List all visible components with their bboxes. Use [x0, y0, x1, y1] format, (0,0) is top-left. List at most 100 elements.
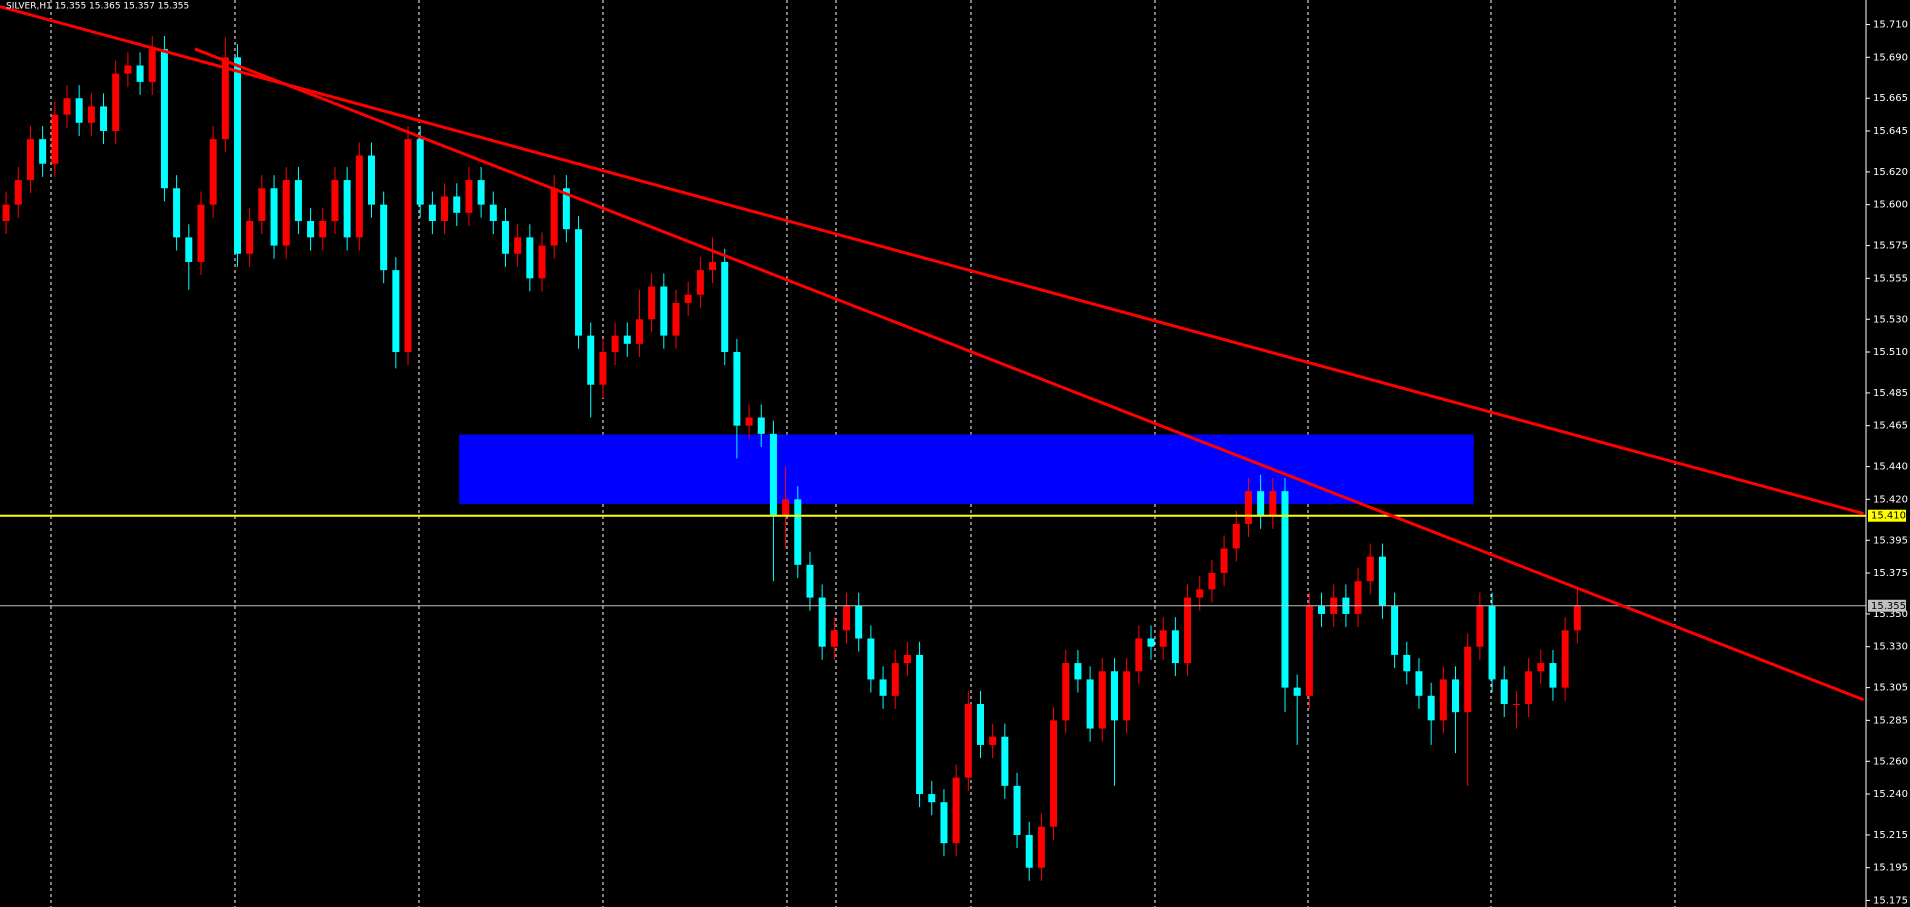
- zone: [459, 434, 1474, 504]
- candle-body: [1013, 785, 1021, 835]
- candle-body: [1427, 695, 1435, 721]
- candle-body: [1391, 605, 1399, 655]
- candle-body: [428, 204, 436, 222]
- candle-body: [355, 155, 363, 238]
- candle-body: [562, 188, 570, 230]
- candle-body: [1366, 556, 1374, 582]
- y-tick-label: 15.440: [1873, 462, 1908, 473]
- y-tick-label: 15.485: [1873, 388, 1908, 399]
- candle-body: [197, 204, 205, 262]
- candle-body: [1062, 663, 1070, 721]
- candle-body: [599, 351, 607, 385]
- candle-body: [1318, 605, 1326, 614]
- candle-body: [1001, 736, 1009, 786]
- candle-body: [611, 335, 619, 352]
- candle-body: [757, 417, 765, 434]
- y-tick-label: 15.620: [1873, 167, 1908, 178]
- y-tick-label: 15.285: [1873, 715, 1908, 726]
- candle-body: [1025, 834, 1033, 868]
- candle-body: [367, 155, 375, 205]
- y-tick-label: 15.665: [1873, 93, 1908, 104]
- candle-body: [75, 98, 83, 123]
- y-tick-label: 15.375: [1873, 568, 1908, 579]
- candle-body: [270, 188, 278, 246]
- candle-body: [1135, 638, 1143, 672]
- y-tick-label: 15.350: [1873, 609, 1908, 620]
- y-tick-label: 15.645: [1873, 126, 1908, 137]
- candle-body: [1086, 679, 1094, 729]
- y-tick-label: 15.175: [1873, 895, 1908, 906]
- candle-body: [1159, 630, 1167, 647]
- candle-body: [246, 221, 254, 254]
- candle-body: [1220, 548, 1228, 574]
- candle-body: [1488, 605, 1496, 680]
- level-label-box: [1868, 509, 1906, 522]
- candle-body: [1305, 605, 1313, 696]
- candle-body: [964, 703, 972, 778]
- candle-body: [416, 139, 424, 205]
- candle-body: [1403, 654, 1411, 672]
- candle-body: [331, 180, 339, 222]
- candle-body: [514, 237, 522, 254]
- axis-background: [1866, 0, 1910, 907]
- candle-body: [1464, 646, 1472, 713]
- candle-body: [782, 499, 790, 516]
- candle-body: [63, 98, 71, 115]
- candle-body: [51, 114, 59, 164]
- candle-body: [209, 139, 217, 205]
- y-tick-label: 15.260: [1873, 756, 1908, 767]
- candle-body: [1537, 663, 1545, 672]
- candle-body: [976, 703, 984, 745]
- y-tick-label: 15.195: [1873, 863, 1908, 874]
- candle-body: [1110, 671, 1118, 721]
- candle-body: [1184, 597, 1192, 664]
- candle-body: [1123, 671, 1131, 721]
- candle-body: [769, 433, 777, 516]
- candle-body: [623, 335, 631, 344]
- y-tick-label: 15.575: [1873, 241, 1908, 252]
- candle-body: [1074, 663, 1082, 680]
- candle-body: [26, 139, 34, 181]
- candle-body: [1525, 671, 1533, 704]
- candle-body: [709, 261, 717, 271]
- candle-body: [648, 286, 656, 320]
- candle-body: [404, 139, 412, 352]
- candle-body: [1293, 687, 1301, 696]
- candle-body: [39, 139, 47, 164]
- candle-body: [575, 229, 583, 336]
- candle-body: [307, 221, 315, 238]
- candle-body: [903, 654, 911, 664]
- candle-body: [1232, 523, 1240, 549]
- candle-body: [1208, 573, 1216, 590]
- candle-body: [916, 654, 924, 795]
- candle-body: [380, 204, 388, 271]
- trend-line: [0, 5, 1864, 516]
- candle-body: [294, 180, 302, 222]
- y-tick-label: 15.215: [1873, 830, 1908, 841]
- candle-body: [1549, 663, 1557, 688]
- candle-body: [465, 180, 473, 213]
- candle-body: [1561, 630, 1569, 688]
- candle-body: [1573, 605, 1581, 631]
- candle-body: [672, 302, 680, 336]
- y-tick-label: 15.305: [1873, 683, 1908, 694]
- candle-body: [1500, 679, 1508, 704]
- candle-body: [538, 245, 546, 279]
- candle-body: [258, 188, 266, 222]
- candle-body: [282, 180, 290, 246]
- candle-body: [1439, 679, 1447, 721]
- candle-body: [221, 57, 229, 140]
- trend-line: [194, 47, 1865, 702]
- y-tick-label: 15.330: [1873, 642, 1908, 653]
- candle-body: [1476, 605, 1484, 647]
- candle-body: [843, 605, 851, 631]
- candle-body: [1452, 679, 1460, 713]
- candle-body: [721, 261, 729, 352]
- candle-body: [989, 736, 997, 745]
- candle-body: [1147, 638, 1155, 647]
- candle-body: [234, 57, 242, 254]
- candle-body: [1037, 826, 1045, 868]
- candle-body: [660, 286, 668, 336]
